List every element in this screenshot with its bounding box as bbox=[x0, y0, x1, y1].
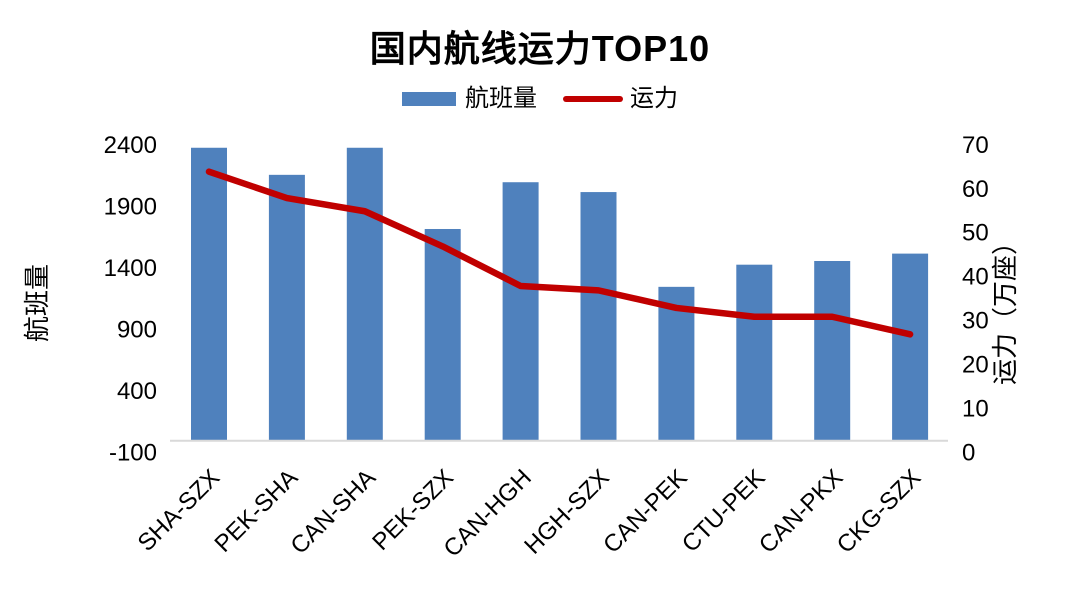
left-axis-tick: -100 bbox=[109, 440, 157, 467]
bar-ctu-pek bbox=[736, 264, 773, 441]
bar-can-hgh bbox=[502, 182, 539, 441]
x-tick-label-can-pkx: CAN-PKX bbox=[754, 464, 849, 559]
bar-pek-sha bbox=[268, 174, 305, 441]
bar-pek-szx bbox=[424, 228, 461, 441]
bar-ckg-szx bbox=[892, 253, 929, 441]
legend-bar-swatch-icon bbox=[402, 92, 456, 106]
x-tick-label-ckg-szx: CKG-SZX bbox=[832, 464, 927, 559]
left-axis-tick: 2400 bbox=[104, 132, 157, 159]
right-axis-tick: 60 bbox=[962, 176, 989, 203]
chart-legend: 航班量 运力 bbox=[0, 84, 1080, 114]
legend-label-capacity: 运力 bbox=[630, 85, 678, 112]
bar-sha-szx bbox=[191, 147, 227, 441]
legend-line-swatch-icon bbox=[563, 96, 623, 102]
x-tick-label-hgh-szx: HGH-SZX bbox=[519, 464, 614, 559]
chart-title: 国内航线运力TOP10 bbox=[369, 28, 711, 69]
right-axis-tick: 40 bbox=[962, 264, 989, 291]
left-axis-tick: 1400 bbox=[104, 255, 157, 282]
left-axis-tick: 400 bbox=[117, 378, 157, 405]
bar-hgh-szx bbox=[580, 192, 617, 441]
bar-can-sha bbox=[346, 147, 383, 441]
x-tick-label-can-sha: CAN-SHA bbox=[286, 464, 381, 559]
right-axis-tick: 0 bbox=[962, 440, 975, 467]
capacity-line bbox=[205, 168, 914, 338]
legend-label-flight-volume: 航班量 bbox=[465, 85, 537, 112]
right-axis-tick: 10 bbox=[962, 396, 989, 423]
right-axis-tick: 70 bbox=[962, 132, 989, 159]
right-axis-title: 运力（万座） bbox=[990, 229, 1020, 385]
x-tick-label-ctu-pek: CTU-PEK bbox=[677, 464, 771, 558]
x-tick-label-can-pek: CAN-PEK bbox=[598, 464, 693, 559]
right-axis-tick: 20 bbox=[962, 352, 989, 379]
left-axis-tick: 900 bbox=[117, 316, 157, 343]
left-axis-title: 航班量 bbox=[22, 264, 52, 342]
x-tick-label-sha-szx: SHA-SZX bbox=[133, 464, 226, 557]
right-axis-tick: 30 bbox=[962, 308, 989, 335]
bar-can-pkx bbox=[814, 260, 851, 441]
left-axis-tick: 1900 bbox=[104, 193, 157, 220]
right-axis-tick: 50 bbox=[962, 220, 989, 247]
